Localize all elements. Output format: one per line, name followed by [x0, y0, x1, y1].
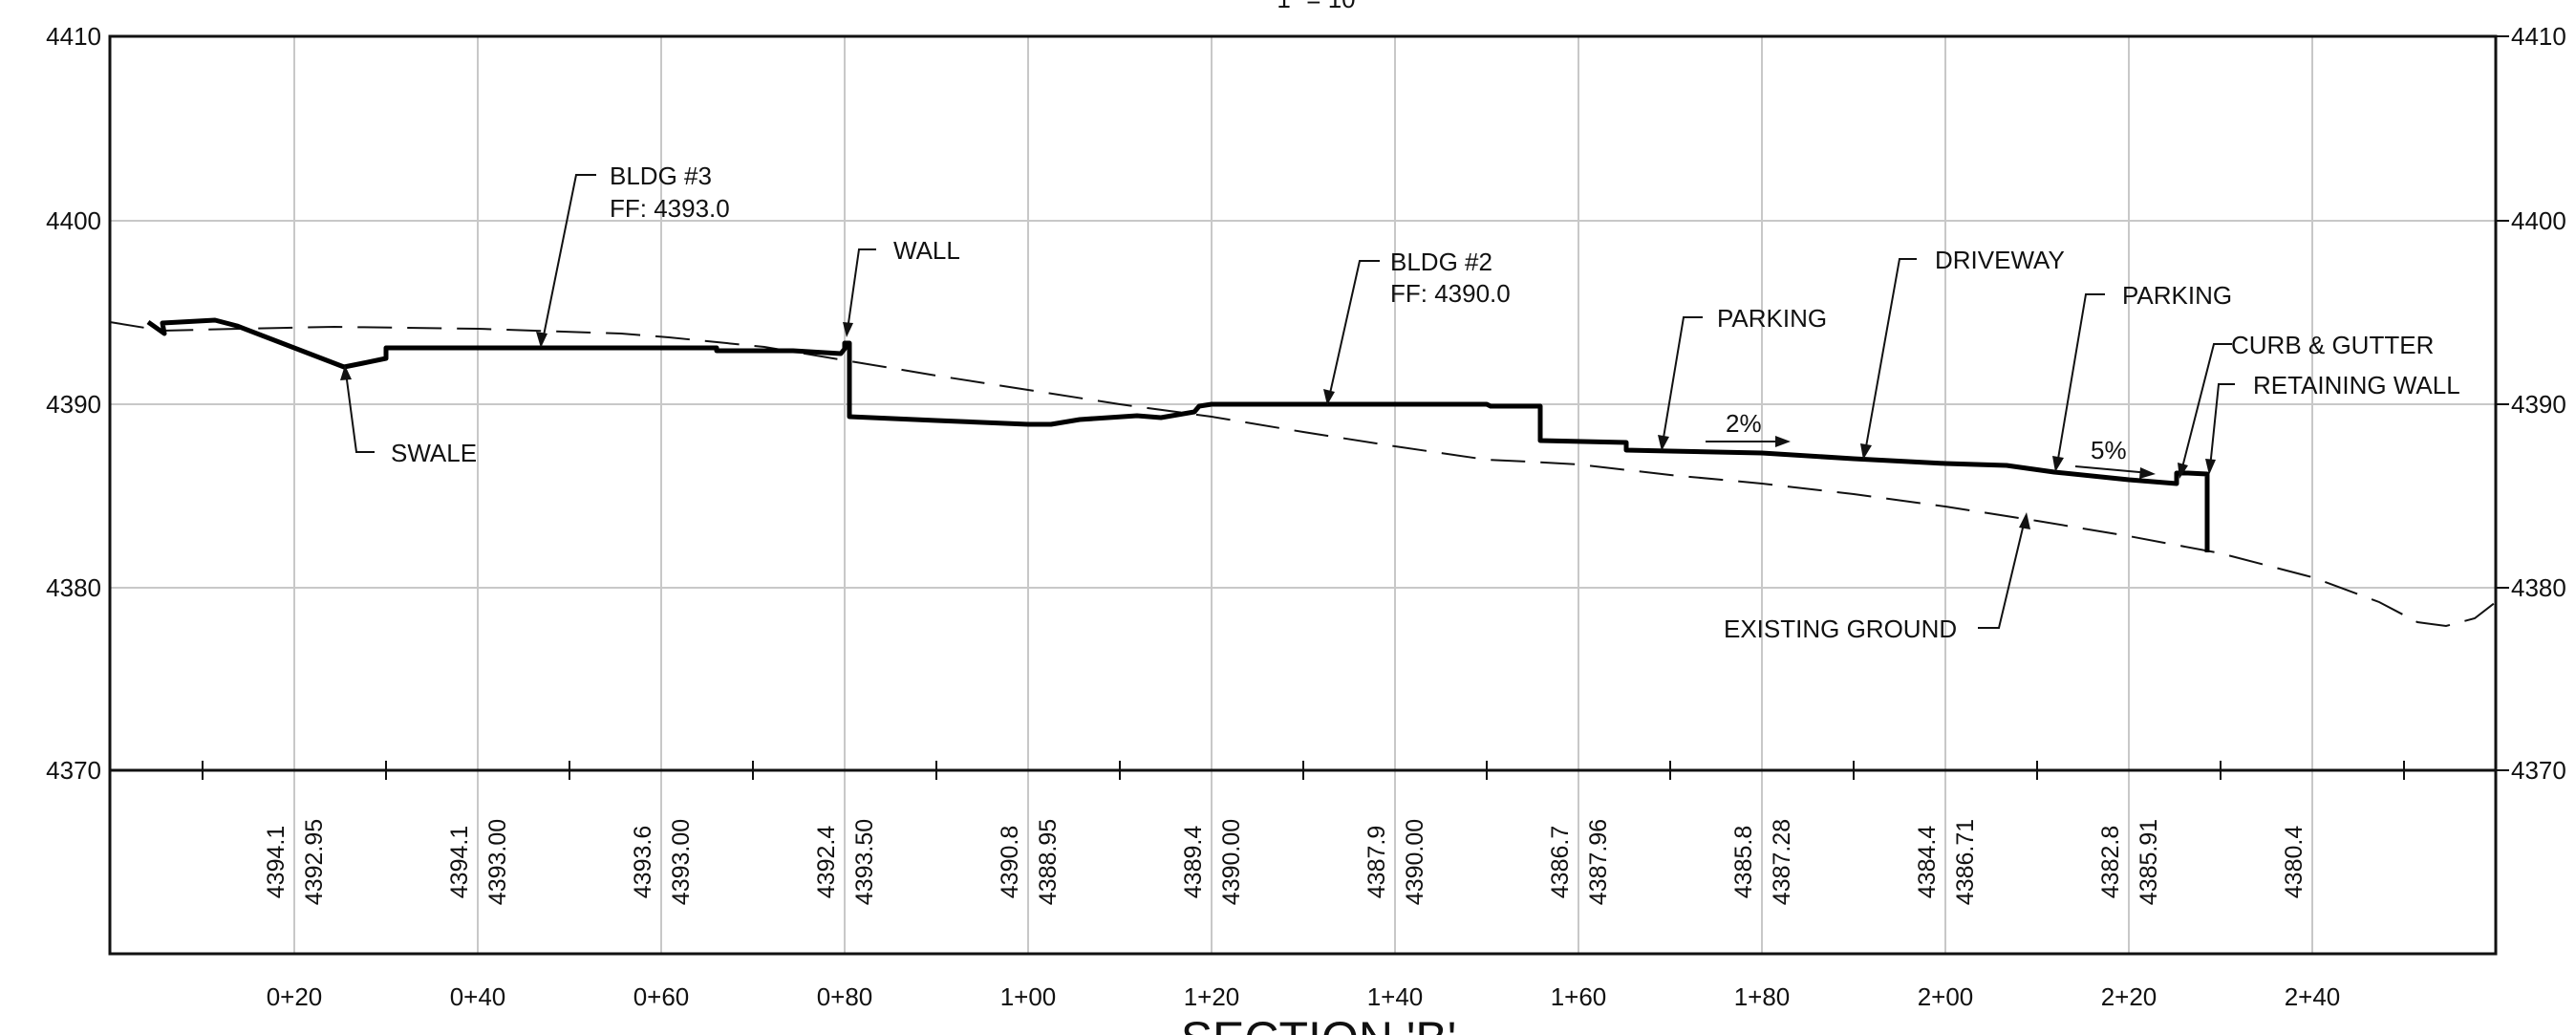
elev-existing-2-40: 4380.4	[2281, 826, 2308, 899]
left-axis-label: 4390	[46, 390, 101, 419]
elev-proposed-1-60: 4387.96	[1585, 819, 1612, 905]
callout-existing-ground: EXISTING GROUND	[1724, 615, 1957, 643]
station-label: 1+00	[1000, 982, 1057, 1011]
callout-driveway: DRIVEWAY	[1935, 246, 2065, 274]
callout-bldg2-ff: FF: 4390.0	[1390, 279, 1511, 308]
callout-slope-2pct: 2%	[1726, 409, 1762, 438]
leader-arrowhead	[2205, 459, 2216, 475]
station-label: 0+20	[267, 982, 323, 1011]
leader-retaining-wall	[2209, 383, 2235, 468]
elev-proposed-0-20: 4392.95	[301, 819, 328, 905]
callout-retaining-wall: RETAINING WALL	[2253, 371, 2460, 399]
leader-arrowhead	[1323, 389, 1335, 405]
station-label: 0+40	[450, 982, 506, 1011]
left-axis-label: 4370	[46, 756, 101, 785]
elev-existing-1-20: 4389.4	[1180, 826, 1207, 899]
callout-bldg3-name: BLDG #3	[610, 162, 712, 190]
left-axis-label: 4410	[46, 22, 101, 51]
station-label: 1+80	[1734, 982, 1791, 1011]
callout-curb-gutter: CURB & GUTTER	[2231, 331, 2434, 359]
elev-existing-0-20: 4394.1	[263, 826, 290, 898]
callout-parking-2: PARKING	[2122, 281, 2232, 310]
elev-proposed-2-00: 4386.71	[1952, 819, 1979, 905]
section-title: SECTION 'B'	[1181, 1012, 1457, 1035]
right-axis-stubs	[2496, 35, 2509, 771]
elev-existing-0-60: 4393.6	[630, 826, 656, 898]
station-gridlines	[293, 36, 2313, 954]
leader-curb-gutter	[2180, 343, 2232, 472]
elev-proposed-2-20: 4385.91	[2136, 819, 2162, 905]
station-label: 0+60	[633, 982, 690, 1011]
station-labels: 0+20 0+40 0+60 0+80 1+00 1+20 1+40 1+60 …	[267, 982, 2341, 1011]
leader-parking-2	[2056, 293, 2105, 465]
station-label: 2+20	[2101, 982, 2157, 1011]
slope-arrowhead	[2139, 467, 2156, 479]
elev-existing-1-80: 4385.8	[1730, 826, 1757, 898]
elev-proposed-1-40: 4390.00	[1402, 819, 1428, 905]
leader-existing-ground	[1978, 519, 2026, 629]
leader-wall	[847, 248, 876, 331]
right-axis-label: 4370	[2511, 756, 2566, 785]
left-axis-label: 4380	[46, 573, 101, 602]
callout-wall: WALL	[893, 236, 960, 265]
existing-ground-line	[109, 321, 2497, 628]
elev-proposed-0-40: 4393.00	[484, 819, 511, 905]
elev-existing-2-00: 4384.4	[1914, 826, 1941, 899]
leader-arrowhead	[843, 322, 853, 337]
elev-existing-2-20: 4382.8	[2097, 826, 2124, 898]
right-axis-label: 4380	[2511, 573, 2566, 602]
leader-arrowhead	[1860, 443, 1872, 460]
right-axis-label: 4390	[2511, 390, 2566, 419]
station-label: 2+40	[2285, 982, 2341, 1011]
slope-arrow-5pct	[2074, 465, 2151, 474]
elev-existing-0-80: 4392.4	[813, 826, 840, 899]
station-ticks	[202, 761, 2405, 780]
elev-existing-1-40: 4387.9	[1363, 826, 1390, 898]
right-axis-label: 4410	[2511, 22, 2566, 51]
slope-arrows	[1706, 436, 2156, 479]
station-label: 2+00	[1918, 982, 1974, 1011]
elevation-table-values: 4394.1 4392.95 4394.1 4393.00 4393.6 439…	[263, 819, 2308, 905]
leader-bldg2	[1328, 260, 1380, 399]
right-axis-label: 4400	[2511, 206, 2566, 235]
elev-proposed-1-20: 4390.00	[1218, 819, 1245, 905]
leader-arrowhead	[2178, 463, 2188, 479]
leader-arrowhead	[2052, 456, 2064, 472]
left-axis-label: 4400	[46, 206, 101, 235]
station-label: 0+80	[817, 982, 873, 1011]
callout-slope-5pct: 5%	[2091, 436, 2127, 464]
elev-proposed-1-80: 4387.28	[1769, 819, 1795, 905]
proposed-grade-line	[146, 317, 2210, 552]
callout-labels: BLDG #3 FF: 4393.0 WALL SWALE BLDG #2 FF…	[391, 162, 2460, 643]
elev-existing-1-00: 4390.8	[997, 826, 1023, 898]
leader-arrowhead	[536, 332, 547, 348]
leader-driveway	[1864, 258, 1917, 453]
elev-proposed-0-60: 4393.00	[668, 819, 695, 905]
leader-parking-1	[1662, 316, 1703, 444]
leader-arrowhead	[340, 365, 352, 380]
scale-label: 1" = 10'	[1277, 0, 1360, 13]
leader-bldg3	[542, 174, 596, 341]
right-axis-labels: 4410 4400 4390 4380 4370	[2511, 22, 2566, 785]
callout-bldg2-name: BLDG #2	[1390, 248, 1492, 276]
leader-arrowhead	[1658, 435, 1669, 451]
station-label: 1+60	[1551, 982, 1607, 1011]
slope-arrowhead	[1775, 436, 1791, 447]
left-axis-labels: 4410 4400 4390 4380 4370	[46, 22, 101, 785]
leader-swale	[345, 372, 375, 453]
callout-bldg3-ff: FF: 4393.0	[610, 194, 730, 223]
elev-existing-0-40: 4394.1	[446, 826, 473, 898]
plot-frame	[108, 34, 2498, 956]
elev-proposed-0-80: 4393.50	[851, 819, 878, 905]
callout-leaders	[340, 174, 2235, 629]
elev-existing-1-60: 4386.7	[1547, 826, 1574, 898]
leader-arrowhead	[2019, 512, 2030, 529]
station-label: 1+20	[1184, 982, 1240, 1011]
callout-swale: SWALE	[391, 439, 477, 467]
callout-parking-1: PARKING	[1717, 304, 1827, 333]
station-label: 1+40	[1367, 982, 1424, 1011]
elev-proposed-1-00: 4388.95	[1035, 819, 1062, 905]
